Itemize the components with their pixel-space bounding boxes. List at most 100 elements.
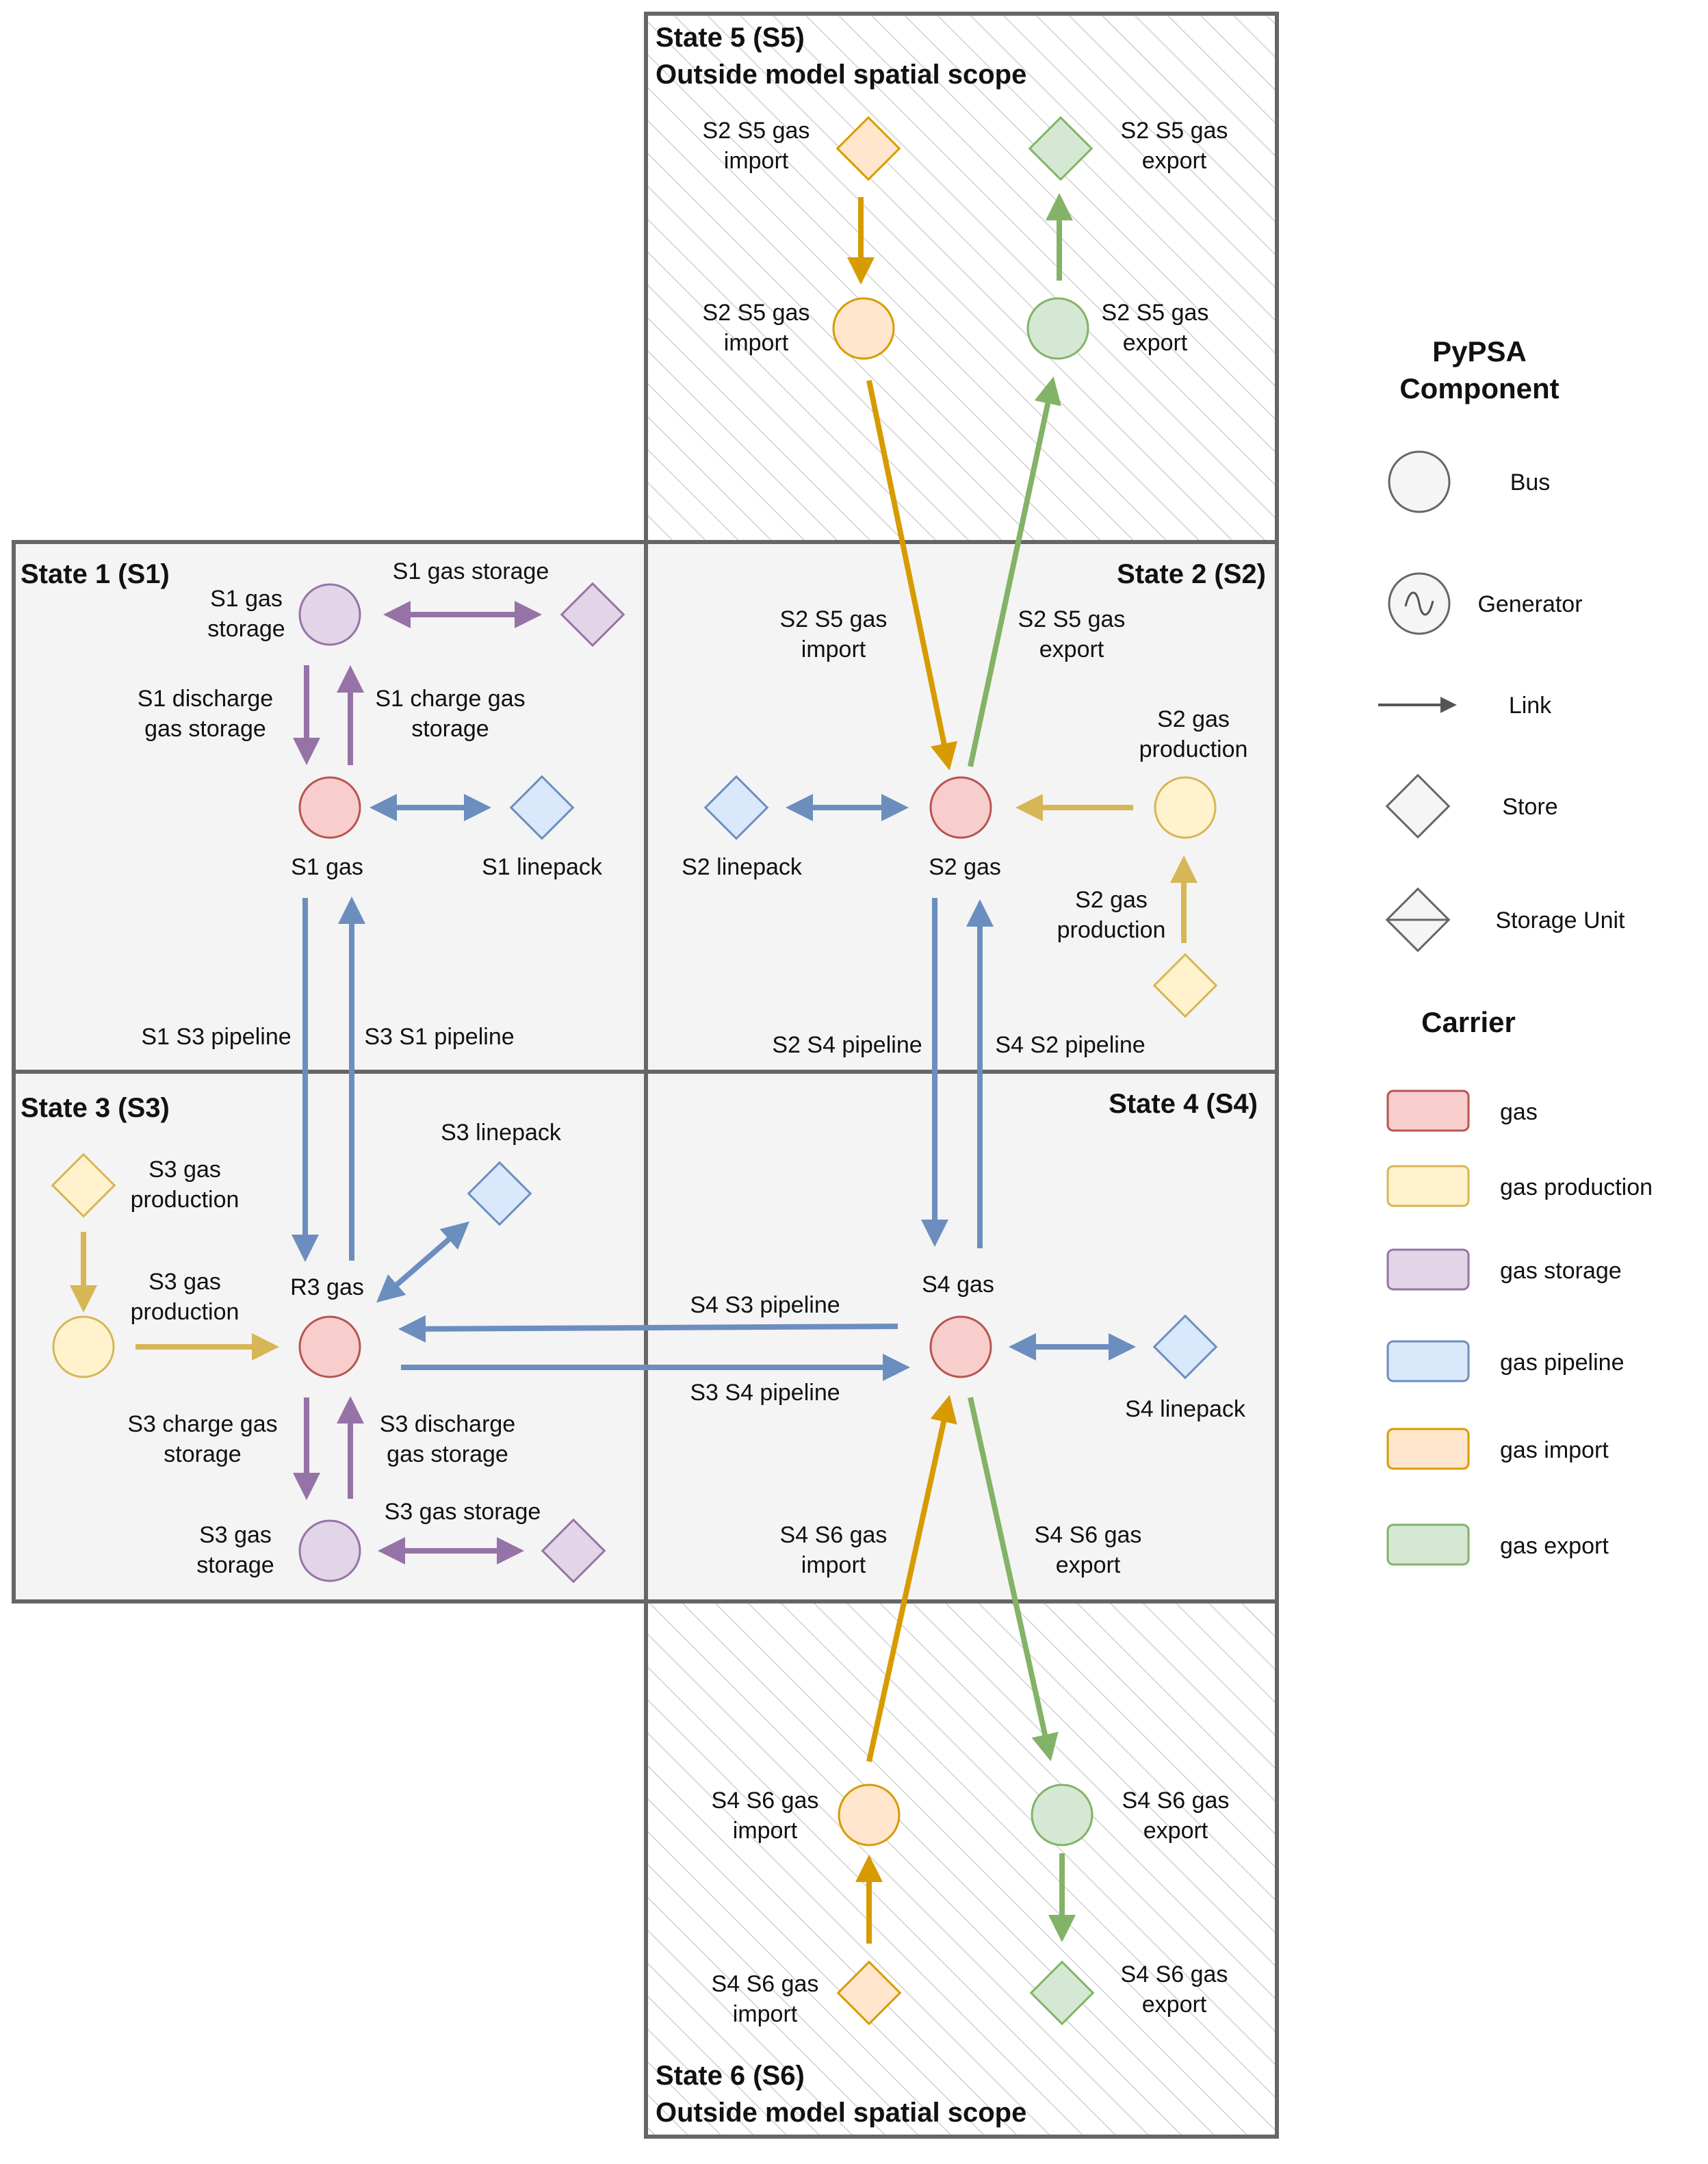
label-line: export [1123,330,1188,356]
s2-linepack-store [703,775,769,840]
s1-gas-storage-store [560,582,625,647]
s3-s1-pipeline-label: S3 S1 pipeline [364,1024,514,1050]
legend-carrier-label-gas-storage: gas storage [1500,1258,1622,1284]
s5-export-store [1028,116,1094,181]
s5-import-store [836,116,901,181]
label-line: S4 gas [922,1272,994,1298]
s1-gas-bus [298,776,361,839]
label-line: storage [207,616,285,642]
label-line: import [733,2001,798,2027]
label-line: S1 gas storage [393,558,549,584]
label-line: S1 gas [291,854,363,880]
s1-charge-label: S1 charge gas storage [375,686,525,742]
label-line: S2 S5 gas [1121,118,1228,144]
label-line: S4 S3 pipeline [690,1292,840,1318]
label-line: S3 charge gas [127,1411,277,1437]
legend-generator-icon [1388,572,1451,635]
s6-import-store [836,1960,902,2026]
s1-discharge-label: S1 discharge gas storage [138,686,273,742]
legend-carrier-swatch-gas-import [1386,1428,1470,1470]
s2-s5-import-link-label: S2 S5 gas import [780,606,888,662]
s4-s3-pipeline-arrow [398,1315,898,1343]
s3-storage-bus [298,1519,361,1582]
label-line: S3 gas storage [385,1499,541,1525]
legend-carrier-swatch-gas-storage [1386,1248,1470,1291]
s1-s3-pipeline-label: S1 S3 pipeline [141,1024,291,1050]
s1-storage-bus-label: S1 gas storage [207,586,285,642]
s5-import-bus-label: S2 S5 gas import [703,300,810,356]
label-line: import [801,636,866,662]
label-line: import [724,148,789,174]
s2-s4-pipeline-label: S2 S4 pipeline [772,1032,922,1058]
label-line: export [1056,1552,1121,1578]
region-s5 [644,12,1279,544]
legend-bus-icon [1388,450,1451,513]
s3-linepack-arrow [376,1221,470,1303]
s3-gas-production-store [51,1152,116,1218]
r3-gas-bus [298,1315,361,1378]
s6-export-store [1029,1960,1095,2026]
label-line: S2 gas [929,854,1001,880]
label-line: S2 S5 gas [703,300,810,326]
legend-bus-label: Bus [1510,469,1551,495]
label-line: S2 S5 gas [1102,300,1209,326]
legend-component-title-line2: Component [1399,372,1559,404]
legend-carrier-swatch-gas-export [1386,1523,1470,1566]
label-line: S1 S3 pipeline [141,1024,291,1050]
label-line: production [1139,736,1248,762]
legend-carrier-label-gas-production: gas production [1500,1174,1653,1200]
legend-carrier-swatch-gas-production [1386,1165,1470,1207]
label-line: S2 S4 pipeline [772,1032,922,1058]
s4-s2-pipeline-label: S4 S2 pipeline [995,1032,1145,1058]
label-line: S4 S6 gas [1121,1961,1228,1987]
s3-gas-production-bus [52,1315,115,1378]
s5-export-store-label: S2 S5 gas export [1121,118,1228,174]
s6-import-bus [838,1783,901,1846]
legend: PyPSA Component Bus Generator Link Store… [1378,335,1653,1566]
label-line: S3 gas [148,1269,221,1295]
s1-gas-storage-link-label: S1 gas storage [393,558,549,584]
links [70,193,1198,1944]
s3-charge-label: S3 charge gas storage [127,1411,277,1467]
label-line: S2 S5 gas [1018,606,1126,632]
s1-gas-label: S1 gas [291,854,363,880]
s4-linepack-label: S4 linepack [1125,1396,1246,1422]
s5-import-store-label: S2 S5 gas import [703,118,810,174]
region-s3-title: State 3 (S3) [21,1093,170,1123]
label-line: export [1143,1818,1208,1844]
label-line: storage [411,716,489,742]
r3-gas-label: R3 gas [290,1274,364,1300]
s4-s6-export-link-arrow [968,1397,1059,1762]
s3-linepack-label: S3 linepack [441,1120,562,1146]
label-line: export [1142,1992,1207,2018]
legend-carriers: gas gas production gas storage gas pipeline… [1386,1090,1653,1566]
region-s5-title: State 5 (S5) [656,23,805,53]
region-s6-title: State 6 (S6) [656,2061,805,2091]
legend-carrier-title: Carrier [1421,1006,1516,1038]
label-line: S4 S6 gas [1035,1522,1142,1548]
region-s4-title: State 4 (S4) [1109,1089,1258,1119]
legend-carrier-label-gas-export: gas export [1500,1533,1609,1559]
s4-s6-export-link-label: S4 S6 gas export [1035,1522,1142,1578]
label-line: S4 S6 gas [712,1788,819,1814]
label-line: import [733,1818,798,1844]
label-line: S2 gas [1075,887,1148,913]
s6-import-bus-label: S4 S6 gas import [712,1788,819,1844]
legend-storage-unit-icon [1385,887,1451,953]
legend-component-title-line1: PyPSA [1432,335,1527,368]
label-line: R3 gas [290,1274,364,1300]
s2-s5-export-link-label: S2 S5 gas export [1018,606,1126,662]
legend-store-label: Store [1502,794,1557,820]
s1-linepack-store [509,775,575,840]
region-s6-subtitle: Outside model spatial scope [656,2098,1026,2128]
labels: S2 S5 gas import S2 S5 gas export S2 S5 ga… [127,118,1247,2027]
legend-link-label: Link [1509,693,1552,719]
label-line: S1 gas [210,586,283,612]
s4-s3-pipeline-label: S4 S3 pipeline [690,1292,840,1318]
s5-export-bus-label: S2 S5 gas export [1102,300,1209,356]
region-s1-title: State 1 (S1) [21,559,170,589]
label-line: S3 S4 pipeline [690,1380,840,1406]
label-line: S3 gas [199,1522,272,1548]
label-line: S1 discharge [138,686,273,712]
